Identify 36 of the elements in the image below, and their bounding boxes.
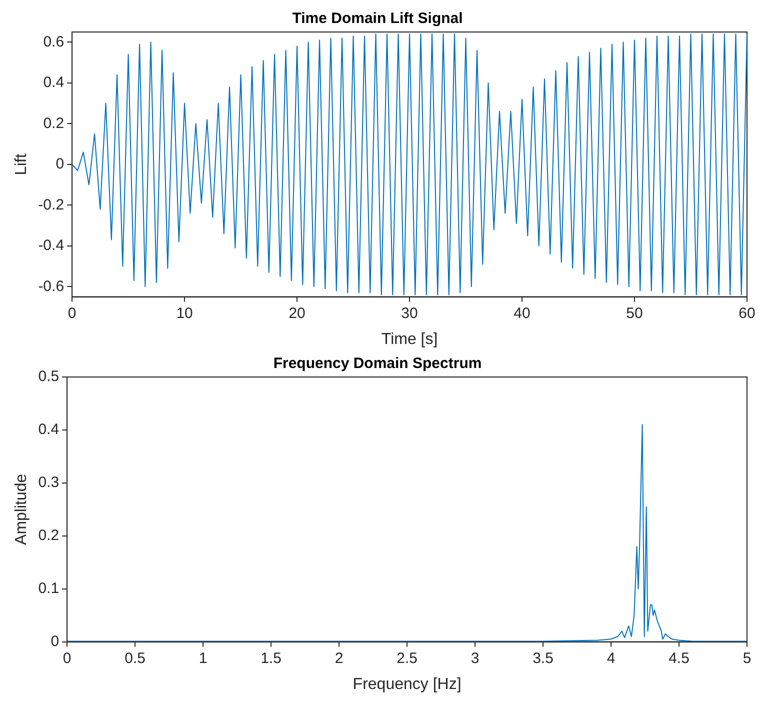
y-axis-title: Amplitude [13, 474, 30, 545]
y-tick-label: 0.2 [43, 114, 64, 132]
x-tick-label: 30 [401, 304, 418, 322]
x-tick-label: 0 [68, 304, 76, 322]
y-tick-label: 0.3 [38, 474, 60, 492]
chart-title: Frequency Domain Spectrum [273, 355, 482, 372]
x-tick-label: 3.5 [532, 650, 554, 667]
y-tick-label: 0.2 [38, 527, 60, 544]
x-tick-label: 1 [198, 650, 208, 667]
y-tick-label: 0.4 [43, 74, 64, 92]
x-axis-title: Time [s] [381, 330, 438, 348]
y-tick-label: 0.5 [38, 368, 60, 386]
x-tick-label: 60 [738, 304, 756, 322]
y-tick-label: -0.6 [38, 278, 64, 295]
x-tick-label: 4.5 [668, 650, 690, 667]
x-tick-label: 50 [626, 304, 643, 322]
y-tick-label: 0.1 [38, 580, 60, 597]
y-tick-label: 0 [56, 156, 64, 173]
x-tick-label: 20 [288, 304, 306, 322]
x-axis-title: Frequency [Hz] [352, 676, 462, 693]
y-tick-label: 0 [50, 632, 60, 650]
x-tick-label: 2.5 [396, 650, 418, 667]
x-tick-label: 1.5 [260, 650, 282, 667]
y-axis-title: Lift [13, 153, 30, 176]
x-tick-label: 0.5 [124, 650, 146, 667]
x-tick-label: 5 [742, 650, 752, 667]
x-tick-label: 2 [334, 650, 344, 667]
y-tick-label: 0.6 [43, 33, 64, 50]
y-tick-label: 0.4 [38, 421, 60, 438]
y-tick-label: -0.2 [38, 196, 64, 214]
x-tick-label: 40 [514, 304, 530, 322]
chart-title: Time Domain Lift Signal [292, 10, 463, 28]
x-tick-label: 10 [176, 304, 193, 322]
y-tick-label: -0.4 [38, 237, 64, 254]
x-tick-label: 4 [606, 650, 616, 667]
x-tick-label: 3 [470, 650, 480, 667]
